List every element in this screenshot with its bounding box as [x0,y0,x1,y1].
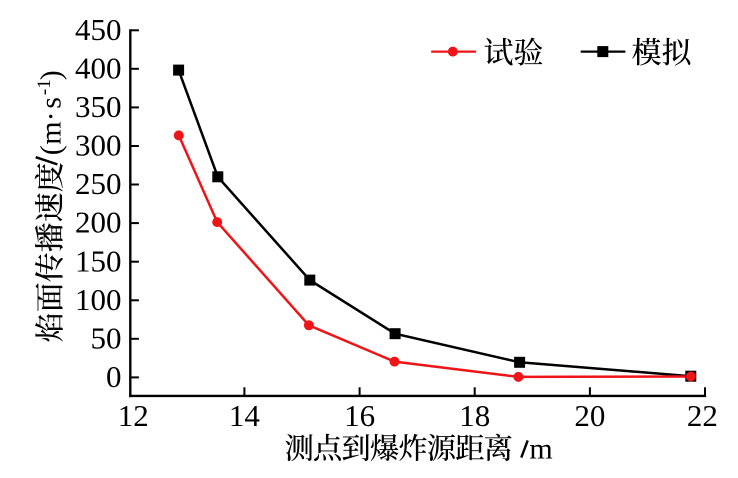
svg-text:0: 0 [106,359,122,394]
svg-text:): ) [34,70,67,80]
svg-text:(: ( [34,145,67,155]
svg-text:22: 22 [687,398,718,433]
svg-text:20: 20 [574,398,605,433]
svg-text:400: 400 [75,50,122,85]
svg-text:150: 150 [75,243,122,278]
svg-text:m: m [529,433,552,466]
svg-text:18: 18 [459,398,490,433]
svg-text:12: 12 [118,398,149,433]
svg-text:50: 50 [91,320,122,355]
svg-text:100: 100 [75,282,122,317]
svg-text:-1: -1 [34,79,55,95]
svg-text:250: 250 [75,166,122,201]
svg-text:16: 16 [344,398,375,433]
svg-text:14: 14 [229,398,261,433]
svg-text:m·: m· [34,111,67,144]
svg-text:350: 350 [75,89,122,124]
svg-text:450: 450 [75,12,122,47]
svg-text:s: s [34,97,67,109]
svg-text:300: 300 [75,128,122,163]
svg-text:200: 200 [75,205,122,240]
